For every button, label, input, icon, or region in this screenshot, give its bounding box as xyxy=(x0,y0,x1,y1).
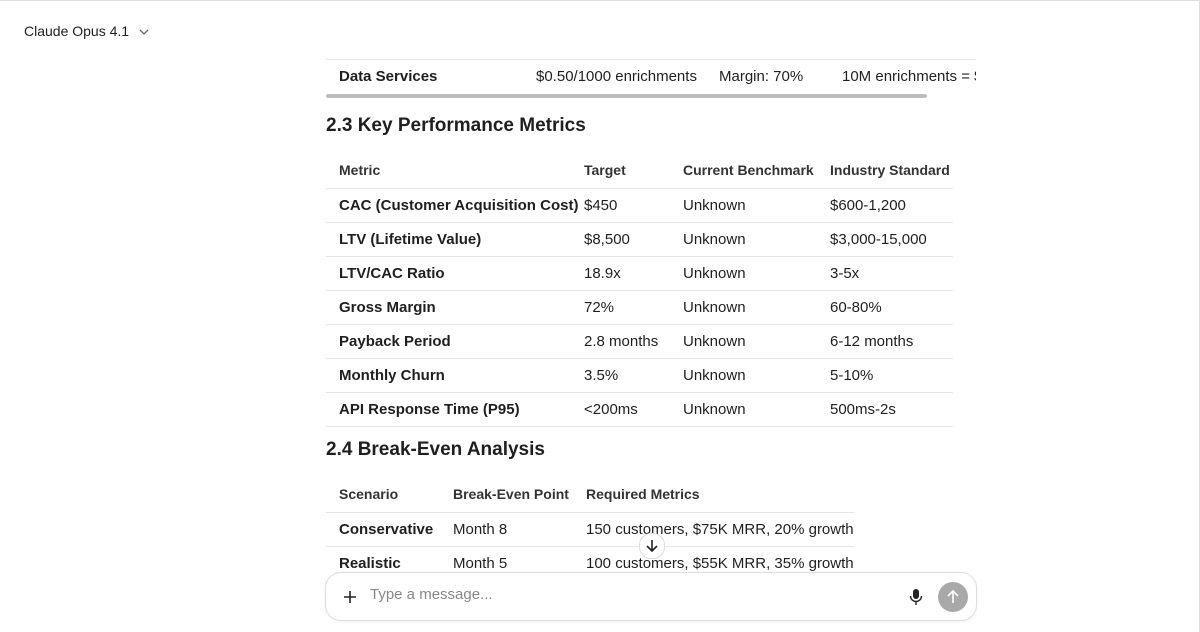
section-heading: 2.3 Key Performance Metrics xyxy=(326,115,586,136)
table-row: LTV/CAC Ratio 18.9x Unknown 3-5x xyxy=(326,257,953,291)
table-cell: Unknown xyxy=(683,367,746,384)
table-cell: Unknown xyxy=(683,197,746,214)
chevron xyxy=(139,29,149,35)
table-cell: LTV/CAC Ratio xyxy=(339,265,445,282)
table-cell: Payback Period xyxy=(339,333,451,350)
table-cell: $0.50/1000 enrichments xyxy=(536,68,697,85)
header-row: Metric Target Current Benchmark Industry St… xyxy=(326,152,953,189)
table-cell: 6-12 months xyxy=(830,333,914,350)
table-cell: 150 customers, $75K MRR, 20% growth xyxy=(586,521,854,538)
column-header: Break-Even Point xyxy=(453,486,569,502)
table-cell: Conservative xyxy=(339,521,434,538)
table-cell: CAC (Customer Acquisition Cost) xyxy=(339,197,579,214)
section-heading: 2.4 Break-Even Analysis xyxy=(326,439,545,460)
table-cell: API Response Time (P95) xyxy=(339,401,520,418)
table-cell: $600-1,200 xyxy=(830,197,906,214)
top-table: Data Services $0.50/1000 enrichments Margi… xyxy=(326,59,976,94)
scrollbar[interactable] xyxy=(326,94,927,98)
table-row: Monthly Churn 3.5% Unknown 5-10% xyxy=(326,359,953,393)
column-header: Scenario xyxy=(339,486,399,502)
table-row: LTV (Lifetime Value) $8,500 Unknown $3,000-… xyxy=(326,223,953,257)
model-name[interactable]: Claude Opus 4.1 xyxy=(24,23,130,39)
table-cell: Gross Margin xyxy=(339,299,436,316)
column-header: Target xyxy=(584,162,626,178)
table-row: Realistic Month 5 100 customers, $55K MRR,… xyxy=(326,547,854,581)
table-cell: 2.8 months xyxy=(584,333,659,350)
table-cell: 500ms-2s xyxy=(830,401,896,418)
table-cell: 18.9x xyxy=(584,265,621,282)
table-cell: 10M enrichments = $ xyxy=(842,68,976,85)
table-cell: <200ms xyxy=(584,401,638,418)
table-cell: $3,000-15,000 xyxy=(830,231,927,248)
table-cell: Monthly Churn xyxy=(339,367,445,384)
header-row: Scenario Break-Even Point Required Metrics xyxy=(326,476,854,513)
table-row: Conservative Month 8 150 customers, $75K M… xyxy=(326,513,854,547)
column-header: Current Benchmark xyxy=(683,162,814,178)
table-cell: Month 5 xyxy=(453,555,508,572)
composer-area: Type a message... xyxy=(0,571,1199,632)
table-cell: Unknown xyxy=(683,299,746,316)
table-cell: Unknown xyxy=(683,401,746,418)
composer: Type a message... xyxy=(325,572,977,621)
table-cell: Unknown xyxy=(683,333,746,350)
send-icon xyxy=(947,589,959,603)
scroll-down-button[interactable] xyxy=(639,533,665,559)
send-button[interactable] xyxy=(938,582,968,612)
table-cell: $8,500 xyxy=(584,231,630,248)
add-button[interactable] xyxy=(342,589,358,605)
table-cell: 72% xyxy=(584,299,615,316)
mic-button[interactable] xyxy=(909,588,923,606)
content: Data Services $0.50/1000 enrichments Margi… xyxy=(326,1,976,632)
table-row: Gross Margin 72% Unknown 60-80% xyxy=(326,291,953,325)
column-header: Industry Standard xyxy=(830,162,950,178)
table-cell: 100 customers, $55K MRR, 35% growth xyxy=(586,555,854,572)
table-cell: Unknown xyxy=(683,265,746,282)
table-cell: 3-5x xyxy=(830,265,860,282)
table-cell: LTV (Lifetime Value) xyxy=(339,231,482,248)
table-cell: 5-10% xyxy=(830,367,874,384)
table-cell: Realistic xyxy=(339,555,401,572)
table-row: Payback Period 2.8 months Unknown 6-12 mont… xyxy=(326,325,953,359)
table-cell: Data Services xyxy=(339,68,438,85)
table-cell: Month 8 xyxy=(453,521,508,538)
table-cell: Unknown xyxy=(683,231,746,248)
table-row: CAC (Customer Acquisition Cost) $450 Unkno… xyxy=(326,189,953,223)
column-header: Metric xyxy=(339,162,381,178)
table-cell: $450 xyxy=(584,197,618,214)
table-cell: 3.5% xyxy=(584,367,619,384)
arrow-down-icon xyxy=(646,540,658,553)
table-cell: Margin: 70% xyxy=(719,68,804,85)
table-row: API Response Time (P95) <200ms Unknown 500m… xyxy=(326,393,953,427)
table-cell: 60-80% xyxy=(830,299,882,316)
model-selector[interactable]: Claude Opus 4.1 xyxy=(24,21,149,41)
message-input[interactable]: Type a message... xyxy=(370,586,493,603)
column-header: Required Metrics xyxy=(586,486,700,502)
